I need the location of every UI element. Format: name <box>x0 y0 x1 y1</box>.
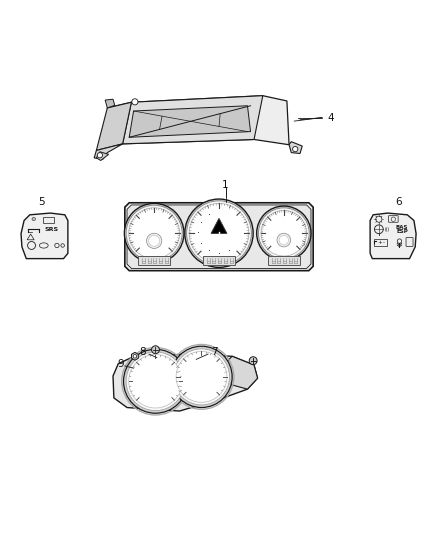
Polygon shape <box>289 142 302 154</box>
Circle shape <box>249 357 257 365</box>
Circle shape <box>300 241 305 246</box>
Text: 4: 4 <box>327 112 334 123</box>
Circle shape <box>126 352 185 410</box>
FancyBboxPatch shape <box>268 256 300 265</box>
Circle shape <box>261 211 307 256</box>
Text: 7: 7 <box>211 347 218 357</box>
Polygon shape <box>21 213 68 259</box>
Polygon shape <box>127 205 311 269</box>
Circle shape <box>133 223 138 229</box>
Circle shape <box>147 233 162 248</box>
Text: 5: 5 <box>38 197 45 207</box>
Circle shape <box>129 354 182 408</box>
Circle shape <box>149 236 159 246</box>
FancyBboxPatch shape <box>203 256 235 265</box>
Circle shape <box>300 223 305 229</box>
Polygon shape <box>96 152 109 160</box>
Circle shape <box>133 241 138 246</box>
Polygon shape <box>107 96 289 145</box>
Text: 6: 6 <box>395 197 402 207</box>
Circle shape <box>152 346 159 354</box>
Circle shape <box>124 204 184 263</box>
Text: +: + <box>377 240 381 245</box>
Circle shape <box>258 208 309 259</box>
Polygon shape <box>105 99 115 108</box>
Polygon shape <box>131 352 138 360</box>
Circle shape <box>218 236 220 238</box>
Text: 1: 1 <box>222 181 229 190</box>
Text: 8: 8 <box>139 347 146 357</box>
Circle shape <box>187 201 251 265</box>
Circle shape <box>279 236 289 245</box>
Circle shape <box>129 208 180 259</box>
Circle shape <box>189 204 249 263</box>
Polygon shape <box>211 219 227 233</box>
Polygon shape <box>94 144 123 159</box>
Circle shape <box>171 346 232 408</box>
Circle shape <box>173 349 230 405</box>
Polygon shape <box>129 106 251 138</box>
Polygon shape <box>96 102 131 150</box>
Circle shape <box>97 152 102 158</box>
Text: ⚙: ⚙ <box>30 217 35 222</box>
Circle shape <box>126 205 182 261</box>
Circle shape <box>132 99 138 105</box>
Text: 9: 9 <box>117 359 124 369</box>
Polygon shape <box>125 203 313 271</box>
Circle shape <box>277 233 291 247</box>
Circle shape <box>293 147 298 152</box>
Polygon shape <box>221 356 258 389</box>
FancyBboxPatch shape <box>138 256 170 265</box>
Circle shape <box>176 351 227 402</box>
Polygon shape <box>123 96 263 144</box>
Circle shape <box>124 349 187 413</box>
Text: BAS: BAS <box>396 225 408 230</box>
Circle shape <box>185 199 253 268</box>
Text: (i): (i) <box>384 227 389 232</box>
Text: ESP: ESP <box>396 229 408 234</box>
Polygon shape <box>370 213 416 259</box>
Polygon shape <box>113 354 258 411</box>
Circle shape <box>257 206 311 260</box>
Circle shape <box>133 354 137 358</box>
Text: SRS: SRS <box>45 227 59 232</box>
Text: -: - <box>383 240 385 245</box>
